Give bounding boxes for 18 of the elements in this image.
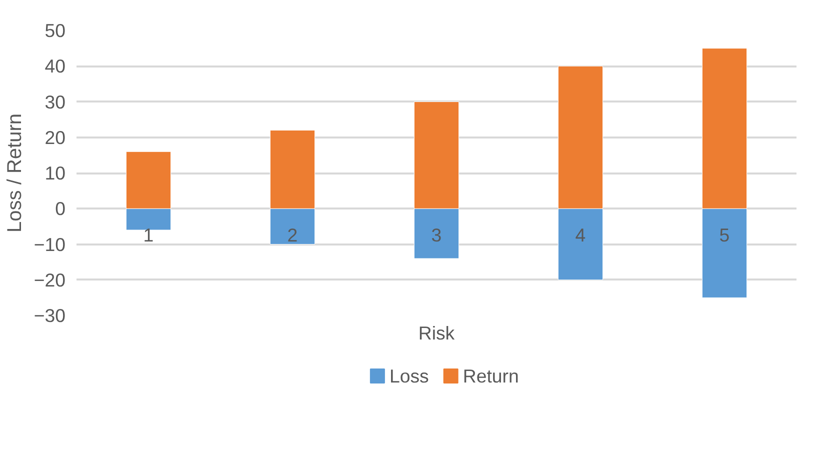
x-tick-label: 5 xyxy=(719,224,730,246)
y-tick-label: 20 xyxy=(44,126,66,148)
x-axis-title: Risk xyxy=(418,322,456,344)
x-tick-label: 1 xyxy=(143,224,154,246)
y-tick-label: 10 xyxy=(44,162,66,184)
y-tick-label: 0 xyxy=(55,198,66,220)
y-tick-label: −20 xyxy=(34,269,66,290)
y-tick-label: −10 xyxy=(34,234,66,255)
y-tick-label: 30 xyxy=(44,91,66,112)
y-tick-label: 40 xyxy=(44,56,66,77)
legend-label: Loss xyxy=(389,366,429,386)
y-tick-label: 50 xyxy=(44,20,66,41)
y-tick-label: −30 xyxy=(34,305,66,326)
x-tick-label: 3 xyxy=(431,224,442,246)
x-tick-label: 4 xyxy=(575,224,586,246)
x-tick-label: 2 xyxy=(287,224,298,246)
legend-label: Return xyxy=(462,366,519,386)
y-axis-title: Loss / Return xyxy=(4,114,26,232)
